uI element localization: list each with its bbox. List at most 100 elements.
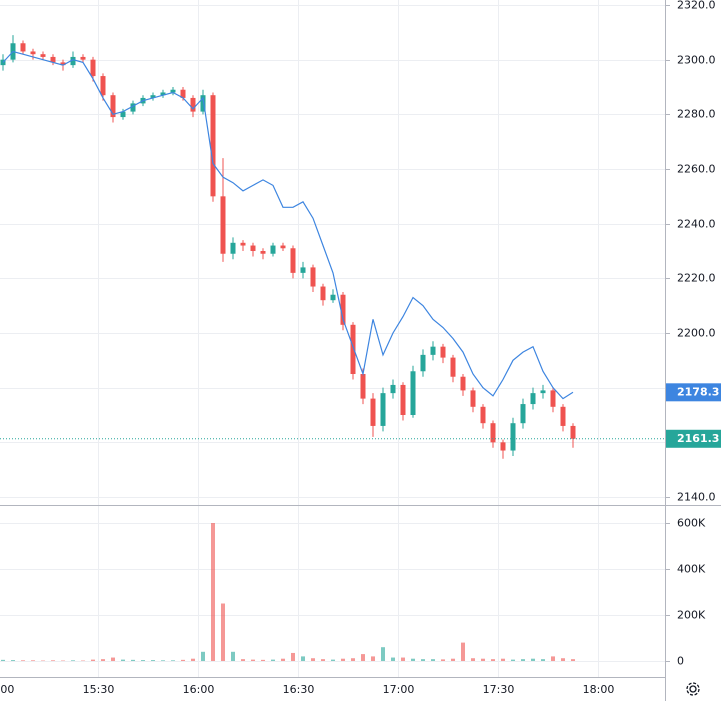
settings-icon[interactable] (686, 682, 700, 696)
volume-bar (401, 657, 405, 661)
y-tick-label: 2280.0 (677, 108, 716, 121)
candle-body (350, 324, 356, 374)
candle-body (400, 384, 406, 415)
plot (0, 35, 665, 661)
volume-bar (431, 659, 435, 661)
candle-body (160, 92, 166, 96)
volume-bar (221, 603, 225, 661)
volume-bar (291, 652, 295, 661)
candle-body (270, 245, 276, 254)
candle-body (410, 371, 416, 415)
candle-body (280, 245, 286, 249)
indicator-price-label: 2178.3 (677, 385, 719, 398)
candle-body (370, 398, 376, 426)
volume-bar (481, 658, 485, 661)
candle-body (210, 95, 216, 197)
volume-bar (71, 660, 75, 661)
y-tick-label: 2320.0 (677, 0, 716, 12)
candle-body (230, 242, 236, 254)
volume-bar (251, 659, 255, 661)
volume-bar (421, 659, 425, 661)
volume-bar (91, 659, 95, 661)
volume-bar (461, 642, 465, 661)
candle-body (20, 43, 26, 52)
volume-bar (201, 651, 205, 661)
x-tick-label: 15:00 (0, 683, 14, 696)
candle-body (80, 56, 86, 60)
volume-bar (551, 656, 555, 661)
x-tick-label: 16:30 (283, 683, 315, 696)
candle-body (430, 346, 436, 355)
candle-body (480, 406, 486, 424)
volume-bar (181, 659, 185, 661)
volume-bar (391, 657, 395, 661)
volume-bar (171, 660, 175, 661)
y-tick-label: 2140.0 (677, 491, 716, 504)
volume-tick-label: 400K (677, 563, 706, 576)
candle-body (330, 294, 336, 301)
candle-body (510, 423, 516, 451)
volume-bar (241, 659, 245, 661)
volume-bar (451, 658, 455, 661)
candle-body (240, 242, 246, 246)
x-tick-label: 16:00 (183, 683, 215, 696)
candle-body (320, 286, 326, 301)
candle-body (360, 374, 366, 399)
candle-body (250, 245, 256, 251)
candle-body (560, 406, 566, 426)
candle-body (30, 51, 36, 55)
candle-body (50, 56, 56, 63)
candle-body (500, 442, 506, 451)
volume-bar (121, 659, 125, 661)
candle-body (260, 251, 266, 254)
candle-body (60, 62, 66, 66)
volume-bar (211, 523, 215, 661)
volume-bar (1, 659, 5, 661)
indicator-price-box (666, 383, 721, 402)
volume-bar (31, 660, 35, 661)
last-price-box (666, 429, 721, 448)
candle-body (570, 425, 576, 439)
volume-bar (381, 647, 385, 661)
candle-body (200, 95, 206, 112)
volume-bar (321, 659, 325, 661)
indicator-line (2, 50, 574, 400)
y-tick-label: 2300.0 (677, 54, 716, 67)
x-tick-label: 15:30 (83, 683, 115, 696)
candle-body (190, 97, 196, 112)
volume-bar (531, 658, 535, 661)
volume-bar (261, 659, 265, 661)
y-tick-label: 2260.0 (677, 163, 716, 176)
x-tick-label: 17:00 (383, 683, 415, 696)
candle-body (450, 357, 456, 377)
volume-tick-label: 600K (677, 517, 706, 530)
grid (0, 0, 665, 677)
candle-body (300, 267, 306, 273)
candle-body (390, 384, 396, 394)
volume-bar (331, 659, 335, 661)
volume-bar (271, 659, 275, 661)
volume-bar (131, 659, 135, 661)
candle-body (520, 404, 526, 424)
volume-bar (341, 658, 345, 661)
volume-bar (101, 659, 105, 661)
candle-body (490, 423, 496, 443)
candle-body (310, 267, 316, 287)
candle-body (170, 89, 176, 93)
candle-body (100, 76, 106, 96)
x-tick-label: 17:30 (483, 683, 515, 696)
volume-bar (311, 658, 315, 661)
volume-bar (21, 660, 25, 661)
candle-body (180, 89, 186, 98)
candle-body (90, 59, 96, 77)
candle-body (470, 390, 476, 407)
volume-bar (161, 660, 165, 661)
candle-body (340, 294, 346, 325)
candle-body (220, 196, 226, 254)
x-tick-label: 18:00 (583, 683, 615, 696)
volume-bar (471, 658, 475, 661)
candle-body (110, 95, 116, 118)
